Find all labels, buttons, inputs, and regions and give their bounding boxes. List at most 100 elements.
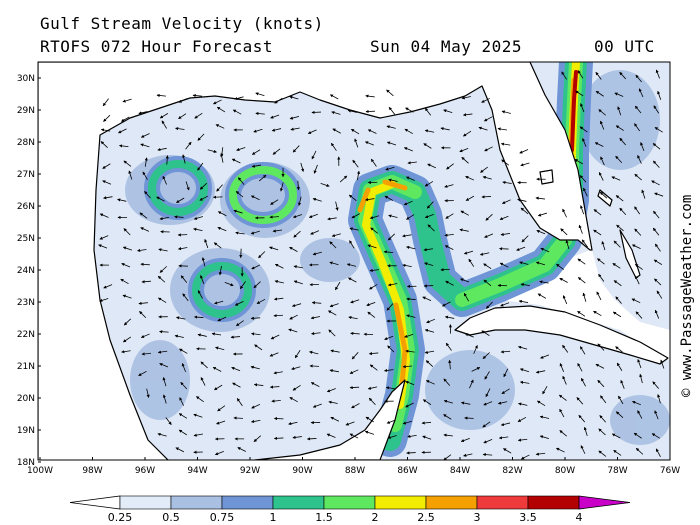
current-arrow [255, 111, 265, 116]
longitude-label: 100W [27, 466, 53, 476]
current-arrow [535, 261, 546, 266]
current-arrow [144, 157, 148, 167]
current-arrow [215, 124, 225, 129]
current-arrow [482, 352, 490, 360]
current-arrow [597, 343, 605, 351]
current-arrow [193, 433, 203, 437]
current-arrow [269, 352, 279, 357]
current-arrow [536, 400, 546, 407]
current-arrow [250, 365, 260, 370]
current-arrow [577, 70, 584, 79]
current-arrow [562, 375, 567, 385]
current-arrow [634, 123, 640, 132]
current-arrow [459, 148, 469, 153]
current-arrow [407, 434, 417, 438]
current-arrow [140, 262, 150, 266]
current-arrow [619, 137, 627, 146]
current-arrow [175, 127, 185, 131]
current-arrow [270, 114, 280, 119]
current-arrow [159, 266, 167, 273]
current-arrow [500, 142, 511, 146]
colorbar-segment [527, 495, 580, 510]
current-arrow [479, 252, 490, 256]
current-arrow [634, 263, 643, 270]
current-arrow [269, 246, 279, 251]
current-arrow [583, 187, 588, 197]
current-arrow [443, 414, 452, 420]
current-arrow [576, 397, 584, 405]
current-arrow [236, 398, 243, 407]
current-arrow [485, 213, 493, 221]
current-arrow [121, 350, 131, 354]
current-arrow [536, 230, 546, 235]
current-arrow [346, 263, 357, 267]
current-arrow [537, 293, 547, 299]
current-arrow [539, 415, 550, 419]
current-arrow [224, 282, 234, 287]
current-arrow [444, 315, 455, 319]
current-arrow [141, 352, 151, 356]
current-arrow [122, 336, 132, 343]
colorbar-segment [272, 495, 325, 510]
current-arrow [581, 377, 586, 387]
current-arrow [102, 98, 109, 107]
colorbar-tick-label: 1.5 [315, 511, 333, 524]
current-arrow [368, 397, 376, 406]
forecast-time: 00 UTC [594, 37, 655, 56]
current-arrow [250, 230, 260, 235]
current-arrow [598, 450, 607, 457]
current-arrow [348, 315, 358, 320]
current-arrow [123, 160, 132, 167]
current-arrow [425, 380, 435, 385]
current-arrow [100, 128, 111, 132]
current-arrow [162, 175, 167, 185]
current-arrow [351, 352, 359, 360]
current-arrow [480, 166, 488, 173]
current-arrow [214, 300, 224, 305]
current-arrow [406, 297, 416, 301]
current-arrow [215, 346, 225, 351]
current-arrow [654, 309, 660, 319]
current-arrow [402, 364, 413, 369]
current-arrow [483, 116, 493, 122]
current-arrow [356, 170, 361, 181]
current-arrow [273, 436, 284, 440]
current-arrow [197, 133, 205, 141]
latitude-label: 18N [17, 458, 35, 468]
current-arrow [427, 224, 435, 232]
current-arrow [600, 395, 607, 404]
colorbar-tick-label: 3.5 [519, 511, 537, 524]
current-arrow [192, 93, 203, 98]
current-arrow [483, 279, 492, 287]
longitude-label: 82W [502, 466, 522, 476]
current-arrow [425, 360, 434, 367]
current-arrow [123, 228, 131, 236]
current-arrow [478, 126, 488, 131]
current-arrow [634, 105, 642, 114]
current-arrow [562, 295, 568, 305]
current-arrow [405, 107, 414, 113]
current-arrow [616, 224, 624, 232]
current-arrow [481, 98, 490, 103]
current-arrow [176, 197, 185, 203]
current-arrow [580, 445, 586, 454]
current-arrow [499, 215, 509, 221]
current-arrow [270, 334, 280, 340]
current-arrow [354, 138, 359, 148]
current-arrow [200, 361, 208, 369]
current-arrow [445, 280, 454, 286]
current-arrow [196, 396, 204, 403]
latitude-label: 21N [17, 362, 35, 372]
speed-patch [425, 350, 515, 430]
current-arrow [178, 113, 187, 119]
current-arrow [272, 148, 281, 155]
colorbar-tick-label: 0.25 [108, 511, 133, 524]
current-arrow [232, 109, 242, 115]
current-arrow [517, 416, 527, 422]
current-arrow [197, 162, 204, 171]
current-arrow [443, 433, 453, 437]
current-arrow [640, 142, 645, 152]
current-arrow [292, 384, 301, 391]
current-arrow [385, 386, 396, 390]
